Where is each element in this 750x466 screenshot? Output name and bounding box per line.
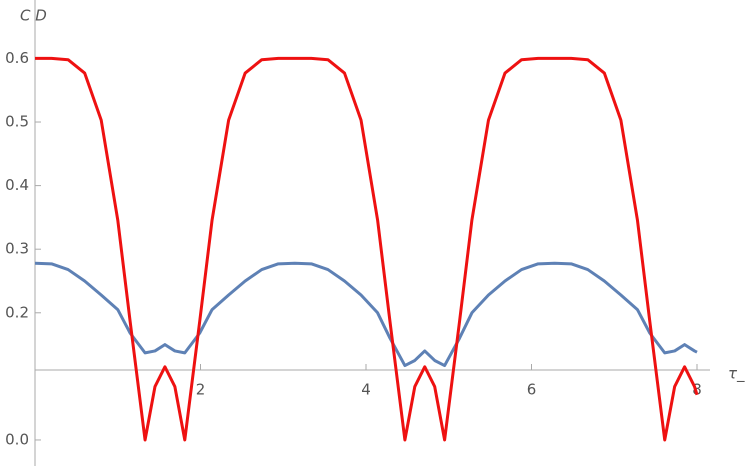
y-tick-label: 0.4 [5,176,29,194]
x-tick-label: 2 [196,381,206,399]
y-tick-label: 0.2 [5,303,29,321]
y-tick-label: 0.0 [5,430,29,448]
y-tick-label: 0.5 [5,113,29,131]
x-axis-label: τ_ [728,365,745,384]
y-axis-label: C D [20,7,47,25]
y-tick-label: 0.6 [5,49,29,67]
data-line [34,261,698,368]
data-line [35,56,699,442]
y-tick-label: 0.3 [5,240,29,258]
x-tick-label: 6 [527,381,537,399]
x-tick-label: 4 [361,381,371,399]
x-tick-label: 8 [692,381,702,399]
